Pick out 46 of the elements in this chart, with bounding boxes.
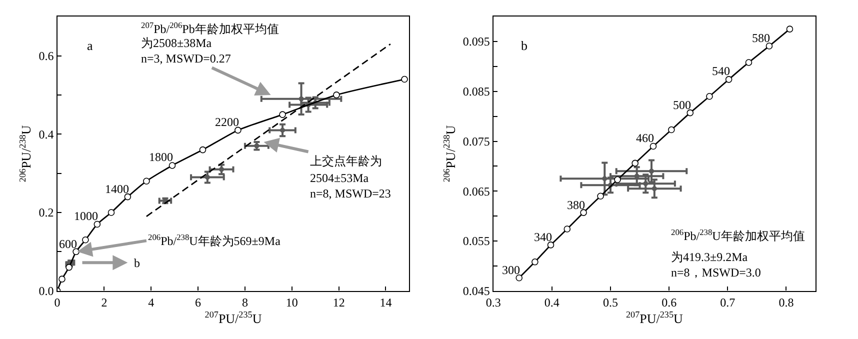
annotation: 580	[752, 31, 770, 45]
y-tick-label: 0.4	[38, 127, 54, 142]
annotation: 600	[59, 237, 77, 251]
annotation: 300	[502, 263, 520, 277]
annotation: 1000	[74, 209, 98, 223]
y-tick-label: 0.075	[462, 134, 490, 148]
y-tick-label: 0.6	[38, 48, 54, 63]
y-tick-label: 0.095	[462, 34, 490, 49]
y-tick-label: 0.055	[462, 234, 490, 248]
text: b	[521, 38, 528, 53]
annotation: 340	[534, 230, 552, 244]
annotation: 1400	[105, 182, 129, 196]
x-axis-title: $^{207}$PU/$^{235}$U	[204, 309, 262, 326]
annotation: 540	[712, 64, 730, 78]
x-tick-label: 12	[332, 295, 345, 310]
x-tick-label: 4	[148, 295, 154, 310]
x-tick-label: 14	[380, 295, 392, 310]
x-tick-label: 2	[101, 295, 108, 310]
annotation: 上交点年龄为	[310, 154, 382, 168]
y-tick-label: 0.0	[38, 284, 54, 298]
annotation: 2200	[215, 115, 239, 129]
x-tick-label: 0.5	[603, 295, 618, 310]
x-tick-label: 0.4	[544, 295, 560, 310]
y-tick-label: 0.065	[462, 184, 490, 198]
x-tick-label: 0.7	[720, 295, 736, 310]
x-tick-label: 8	[242, 295, 248, 310]
annotation: 500	[673, 98, 691, 112]
annotation: $^{207}$Pb/$^{206}$Pb年龄加权平均值	[141, 21, 279, 36]
x-axis-title: $^{207}$PU/$^{235}$U	[626, 309, 684, 326]
x-tick-label: 0	[54, 295, 60, 310]
x-tick-label: 0.6	[662, 295, 677, 310]
annotation: 1800	[149, 150, 173, 164]
text: a	[87, 38, 93, 53]
annotation: 380	[567, 198, 585, 212]
y-tick-label: 0.085	[462, 84, 490, 99]
annotation: 2504±53Ma n=8, MSWD=23	[310, 171, 391, 201]
annotation: $^{206}$Pb/$^{238}$U年龄为569±9Ma	[148, 233, 282, 248]
annotation: 为419.3±9.2Ma n=8，MSWD=3.0	[671, 250, 761, 280]
x-tick-label: 0.8	[778, 295, 794, 310]
annotation: $^{206}$Pb/$^{238}$U年龄加权平均值	[671, 228, 805, 244]
annotation: b	[134, 256, 140, 270]
x-tick-label: 10	[286, 295, 298, 310]
annotation: 460	[636, 131, 654, 145]
y-tick-label: 0.2	[38, 206, 54, 220]
x-tick-label: 6	[195, 295, 202, 310]
annotation: 为2508±38Ma n=3, MSWD=0.27	[141, 36, 231, 66]
